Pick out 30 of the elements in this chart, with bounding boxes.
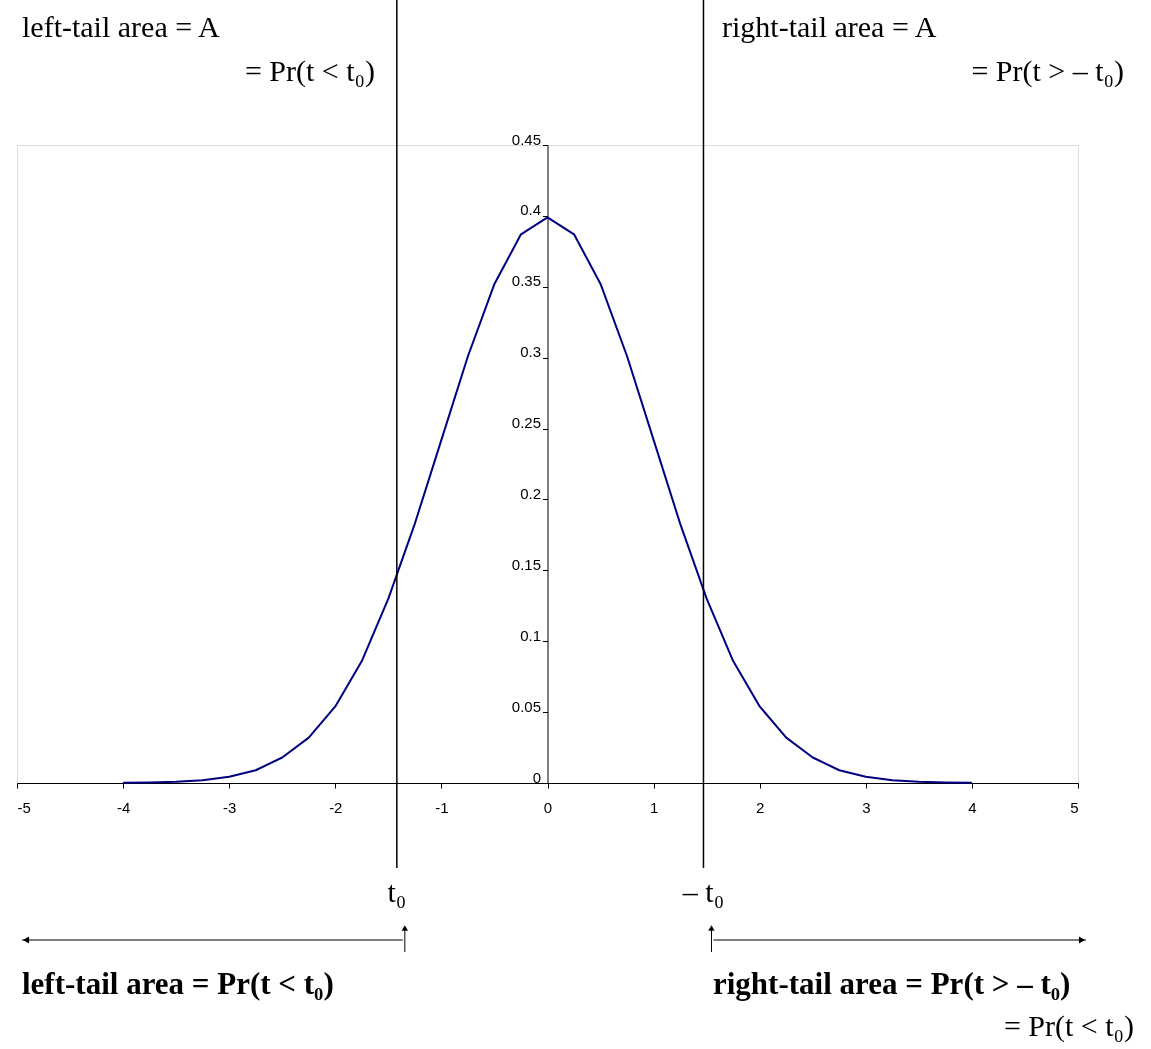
y-tick-label: 0: [532, 768, 541, 786]
ref-line-label: t₀: [387, 875, 407, 908]
text: left-tail area = Pr(t < t₀): [22, 966, 334, 1001]
y-tick-label: 0.4: [520, 201, 541, 219]
x-tick-label: 2: [756, 798, 765, 816]
x-tick-label: 4: [968, 798, 977, 816]
y-tick-label: 0.05: [511, 697, 541, 715]
y-tick-label: 0.1: [520, 626, 541, 644]
text: = Pr(t > – t₀): [971, 54, 1124, 88]
x-tick-label: -5: [17, 798, 31, 816]
x-tick-label: -2: [329, 798, 343, 816]
x-tick-label: -1: [435, 798, 449, 816]
y-tick-label: 0.45: [511, 130, 541, 148]
ref-line-label: – t₀: [681, 875, 725, 908]
x-tick-label: -3: [223, 798, 237, 816]
y-tick-label: 0.15: [511, 555, 541, 573]
x-tick-label: 3: [862, 798, 871, 816]
text: left-tail area = A: [22, 10, 220, 43]
x-tick-label: 0: [543, 798, 553, 816]
text: right-tail area = Pr(t > – t₀): [713, 966, 1071, 1001]
x-tick-label: 5: [1070, 798, 1079, 816]
y-tick-label: 0.25: [511, 414, 541, 432]
text: right-tail area = A: [722, 10, 937, 43]
x-tick-label: -4: [116, 798, 131, 816]
y-tick-label: 0.2: [520, 484, 541, 502]
text: = Pr(t < t₀): [244, 54, 375, 88]
text: = Pr(t < t₀): [1003, 1009, 1134, 1043]
y-tick-label: 0.3: [520, 343, 541, 361]
x-tick-label: 1: [649, 798, 659, 816]
y-tick-label: 0.35: [511, 272, 541, 290]
